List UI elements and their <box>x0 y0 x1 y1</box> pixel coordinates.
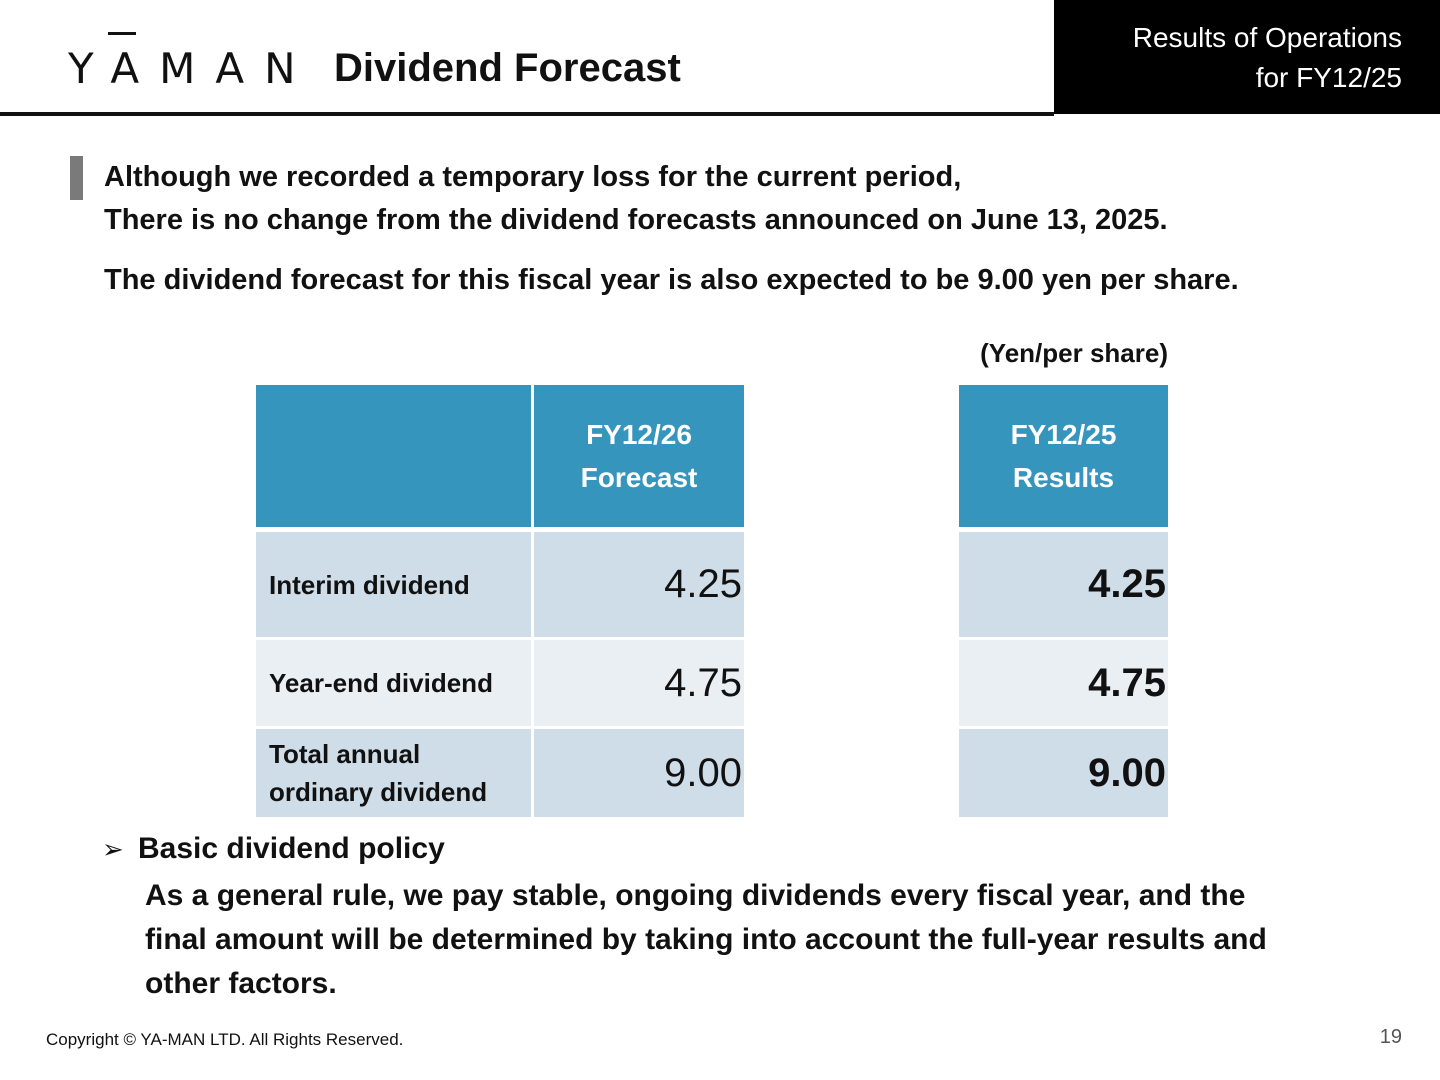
forecast-value-interim: 4.25 <box>534 532 744 637</box>
results-value-total: 9.00 <box>959 729 1168 817</box>
page-number: 19 <box>1379 1026 1402 1048</box>
section-label-line1: Results of Operations <box>1132 22 1402 53</box>
intro-line2: There is no change from the dividend for… <box>104 204 1168 236</box>
results-value-interim: 4.25 <box>959 532 1168 637</box>
policy-text: As a general rule, we pay stable, ongoin… <box>145 874 1365 1006</box>
row-label-text: Interim dividend <box>269 569 470 600</box>
section-label-line2: for FY12/25 <box>1255 62 1402 93</box>
table-corner-cell <box>256 385 531 527</box>
row-label-total: Total annual ordinary dividend <box>256 729 531 817</box>
row-label-text: Total annual <box>269 739 421 769</box>
policy-title: Basic dividend policy <box>138 832 445 865</box>
arrow-bullet-icon: ➢ <box>102 834 124 864</box>
slide-header: YAMAN Dividend Forecast Results of Opera… <box>0 0 1440 116</box>
logo-accent-bar <box>108 32 136 35</box>
page-title: Dividend Forecast <box>334 46 681 90</box>
results-column-header: FY12/25 Results <box>959 385 1168 527</box>
intro-statement: Although we recorded a temporary loss fo… <box>104 156 1168 242</box>
row-label-interim: Interim dividend <box>256 532 531 637</box>
forecast-value-year-end: 4.75 <box>534 640 744 726</box>
results-header-line1: FY12/25 <box>1010 419 1117 450</box>
bullet-marker <box>70 156 83 200</box>
forecast-header-line1: FY12/26 <box>586 419 692 450</box>
intro-line1: Although we recorded a temporary loss fo… <box>104 161 962 193</box>
forecast-column-header: FY12/26 Forecast <box>534 385 744 527</box>
policy-line2: final amount will be determined by takin… <box>145 923 1267 956</box>
unit-label: (Yen/per share) <box>980 338 1168 368</box>
policy-line3: other factors. <box>145 967 337 1000</box>
forecast-header-line2: Forecast <box>580 462 698 493</box>
yaman-logo: YAMAN <box>68 44 316 93</box>
section-label-box: Results of Operations for FY12/25 <box>1054 0 1440 114</box>
header-divider <box>0 112 1054 116</box>
forecast-value-total: 9.00 <box>534 729 744 817</box>
row-label-text: Year-end dividend <box>269 668 493 698</box>
row-label-text: ordinary dividend <box>269 777 488 807</box>
intro-line3: The dividend forecast for this fiscal ye… <box>104 264 1239 296</box>
copyright-notice: Copyright © YA-MAN LTD. All Rights Reser… <box>46 1030 404 1049</box>
results-header-line2: Results <box>1012 462 1115 493</box>
results-value-year-end: 4.75 <box>959 640 1168 726</box>
row-label-year-end: Year-end dividend <box>256 640 531 726</box>
policy-line1: As a general rule, we pay stable, ongoin… <box>145 879 1246 912</box>
